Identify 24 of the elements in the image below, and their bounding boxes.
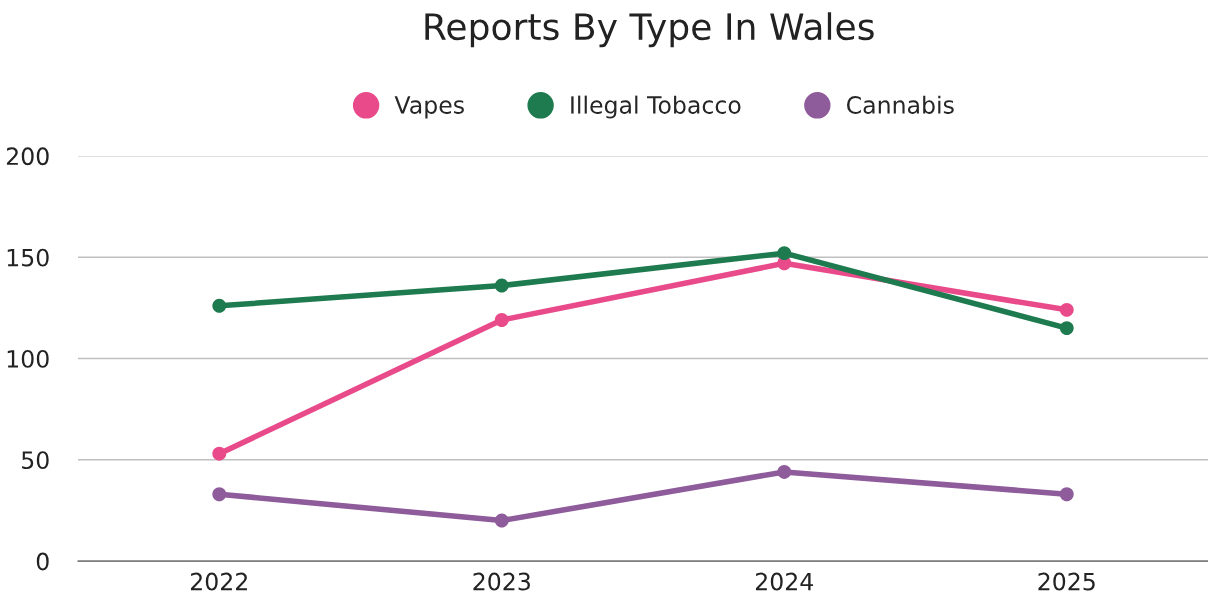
- point: [777, 465, 792, 479]
- legend-label: Vapes: [394, 96, 464, 119]
- chart-title: Reports By Type In Wales: [425, 12, 874, 48]
- x-tick-label: 2024: [755, 572, 813, 591]
- point: [1059, 302, 1074, 317]
- point: [777, 246, 792, 261]
- x-tick-label: 2023: [473, 572, 530, 591]
- legend-label: Illegal Tobacco: [571, 95, 741, 119]
- y-tick-label: 0: [36, 552, 49, 571]
- point: [212, 298, 227, 313]
- y-tick-label: 150: [7, 248, 49, 267]
- point: [1059, 321, 1074, 336]
- y-tick-label: 50: [22, 451, 49, 470]
- y-tick-label: 200: [6, 147, 49, 166]
- point: [1059, 487, 1074, 502]
- point: [494, 513, 509, 528]
- legend-label: Cannabis: [847, 95, 954, 114]
- point: [212, 487, 227, 502]
- point: [494, 313, 509, 327]
- y-tick-label: 100: [7, 349, 49, 368]
- point: [212, 446, 227, 461]
- x-tick-label: 2025: [1038, 572, 1095, 591]
- point: [494, 278, 509, 293]
- x-tick-label: 2022: [190, 572, 247, 591]
